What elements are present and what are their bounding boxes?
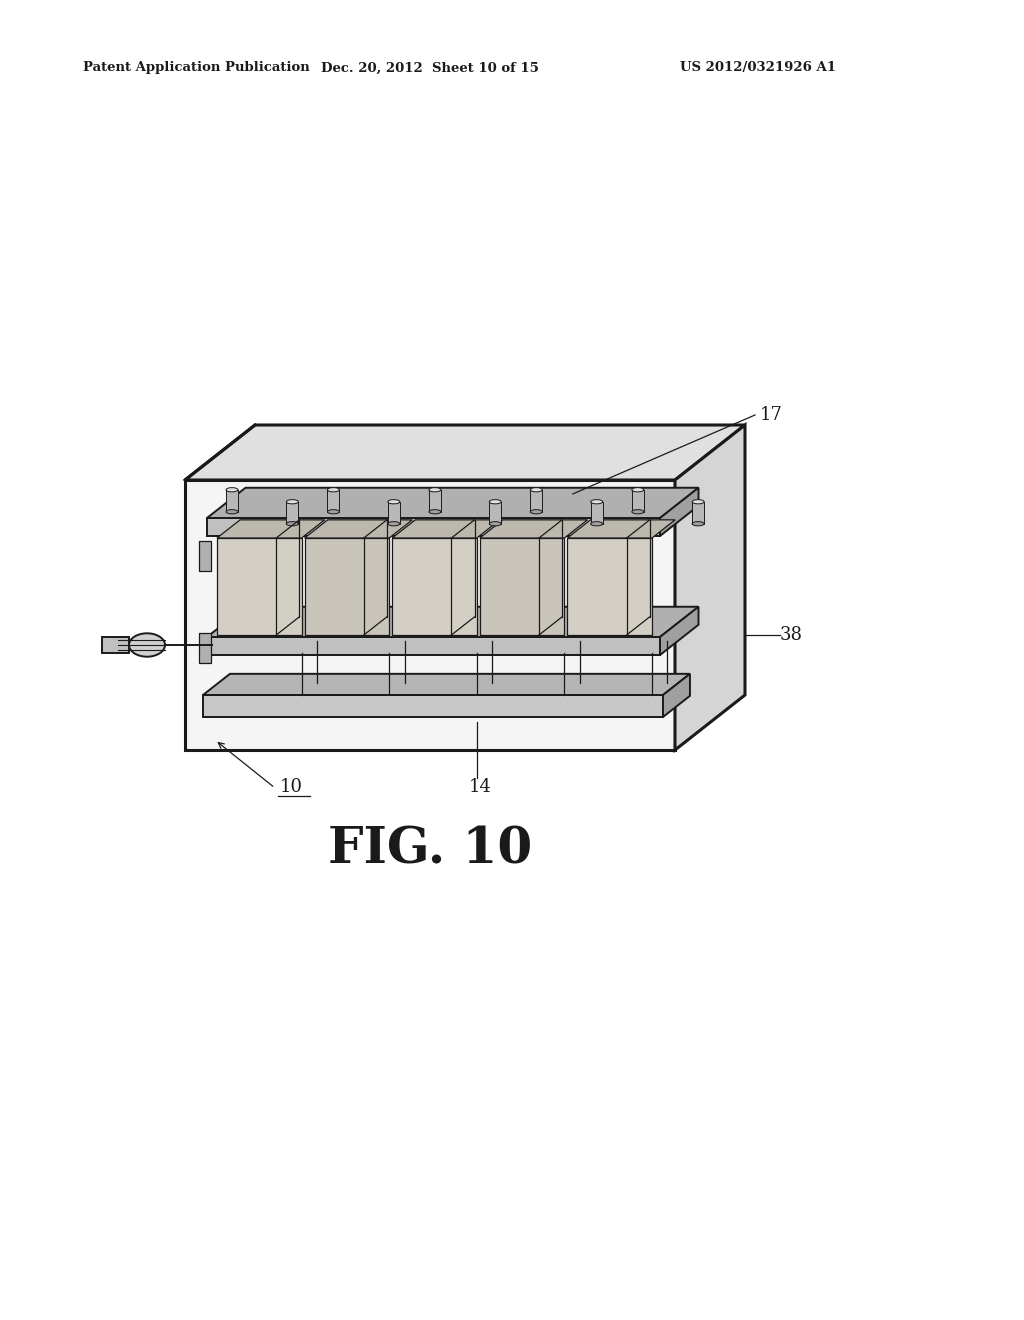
Polygon shape <box>185 480 675 750</box>
Bar <box>287 502 298 524</box>
Bar <box>217 539 302 635</box>
Text: Dec. 20, 2012  Sheet 10 of 15: Dec. 20, 2012 Sheet 10 of 15 <box>322 62 539 74</box>
Bar <box>199 541 211 572</box>
Bar <box>199 634 211 663</box>
Ellipse shape <box>632 487 644 492</box>
Ellipse shape <box>226 510 238 513</box>
Ellipse shape <box>489 500 501 504</box>
Bar <box>226 490 238 512</box>
Bar <box>304 539 389 635</box>
Ellipse shape <box>429 487 441 492</box>
Bar <box>567 539 652 635</box>
Polygon shape <box>203 673 690 696</box>
Ellipse shape <box>591 521 603 525</box>
Text: 10: 10 <box>280 777 303 796</box>
Bar <box>207 517 660 536</box>
Bar <box>102 638 129 653</box>
Polygon shape <box>185 425 745 480</box>
Bar <box>692 502 705 524</box>
Polygon shape <box>660 488 698 536</box>
Polygon shape <box>663 673 690 717</box>
Text: 14: 14 <box>469 777 493 796</box>
Text: FIG. 10: FIG. 10 <box>328 825 532 874</box>
Bar <box>203 696 663 717</box>
Ellipse shape <box>692 521 705 525</box>
Bar <box>207 638 660 655</box>
Polygon shape <box>480 520 588 539</box>
Bar <box>328 490 339 512</box>
Text: Patent Application Publication: Patent Application Publication <box>83 62 309 74</box>
Ellipse shape <box>530 510 543 513</box>
Bar <box>591 502 603 524</box>
Text: 17: 17 <box>760 407 783 424</box>
Polygon shape <box>675 425 745 750</box>
Polygon shape <box>207 488 698 517</box>
Ellipse shape <box>489 521 501 525</box>
Bar <box>392 539 477 635</box>
Bar <box>480 539 564 635</box>
Polygon shape <box>304 520 413 539</box>
Polygon shape <box>217 520 325 539</box>
Ellipse shape <box>591 500 603 504</box>
Ellipse shape <box>388 521 399 525</box>
Polygon shape <box>207 607 698 638</box>
Polygon shape <box>392 520 500 539</box>
Ellipse shape <box>388 500 399 504</box>
Ellipse shape <box>226 487 238 492</box>
Text: 38: 38 <box>780 626 803 644</box>
Bar <box>388 502 399 524</box>
Bar <box>530 490 543 512</box>
Polygon shape <box>660 607 698 655</box>
Ellipse shape <box>692 500 705 504</box>
Ellipse shape <box>530 487 543 492</box>
Bar <box>632 490 644 512</box>
Bar <box>429 490 441 512</box>
Ellipse shape <box>287 521 298 525</box>
Ellipse shape <box>328 510 339 513</box>
Text: US 2012/0321926 A1: US 2012/0321926 A1 <box>680 62 836 74</box>
Ellipse shape <box>328 487 339 492</box>
Ellipse shape <box>129 634 165 657</box>
Bar <box>489 502 501 524</box>
Ellipse shape <box>429 510 441 513</box>
Ellipse shape <box>632 510 644 513</box>
Polygon shape <box>567 520 675 539</box>
Ellipse shape <box>287 500 298 504</box>
